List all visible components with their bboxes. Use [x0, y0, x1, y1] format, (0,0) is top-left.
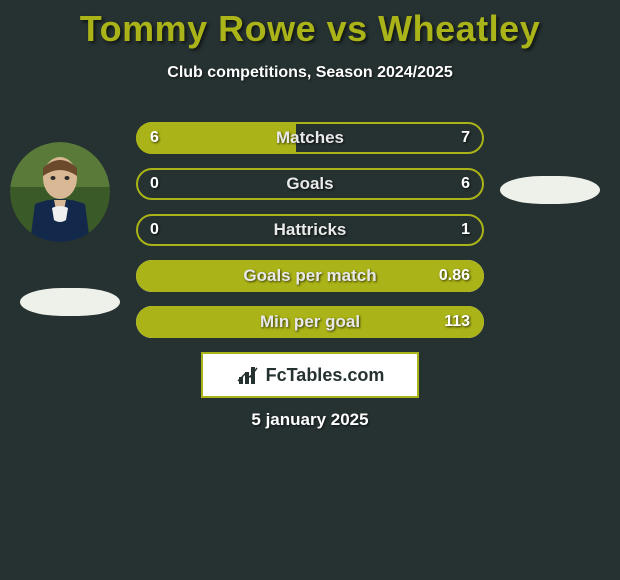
stat-row-goals: Goals0 6	[136, 168, 484, 200]
stat-label: Goals	[136, 168, 484, 200]
player-left-avatar	[10, 142, 110, 242]
brand-text: FcTables.com	[266, 365, 385, 386]
stat-label: Min per goal	[136, 306, 484, 338]
stat-label: Goals per match	[136, 260, 484, 292]
bar-chart-icon	[236, 363, 260, 387]
comparison-title: Tommy Rowe vs Wheatley	[0, 0, 620, 50]
stat-label: Hattricks	[136, 214, 484, 246]
stat-row-min-per-goal: Min per goal113	[136, 306, 484, 338]
stat-left-value: 6	[150, 122, 159, 154]
stat-row-goals-per-match: Goals per match0.86	[136, 260, 484, 292]
stat-label: Matches	[136, 122, 484, 154]
stat-row-hattricks: Hattricks0 1	[136, 214, 484, 246]
snapshot-date: 5 january 2025	[0, 410, 620, 430]
stat-right-value: 6	[461, 168, 470, 200]
stat-bars: Matches67Goals06Hattricks01Goals per mat…	[136, 122, 484, 352]
comparison-subtitle: Club competitions, Season 2024/2025	[0, 64, 620, 82]
brand-badge: FcTables.com	[201, 352, 419, 398]
stat-right-value: 113	[444, 306, 470, 338]
player-left-name-pill	[20, 288, 120, 316]
stat-right-value: 0.86	[439, 260, 470, 292]
stat-right-value: 1	[461, 214, 470, 246]
player-photo-icon	[10, 142, 110, 242]
stat-left-value: 0	[150, 168, 159, 200]
stat-row-matches: Matches6 7	[136, 122, 484, 154]
player-right-name-pill	[500, 176, 600, 204]
stat-left-value: 0	[150, 214, 159, 246]
stat-right-value: 7	[461, 122, 470, 154]
